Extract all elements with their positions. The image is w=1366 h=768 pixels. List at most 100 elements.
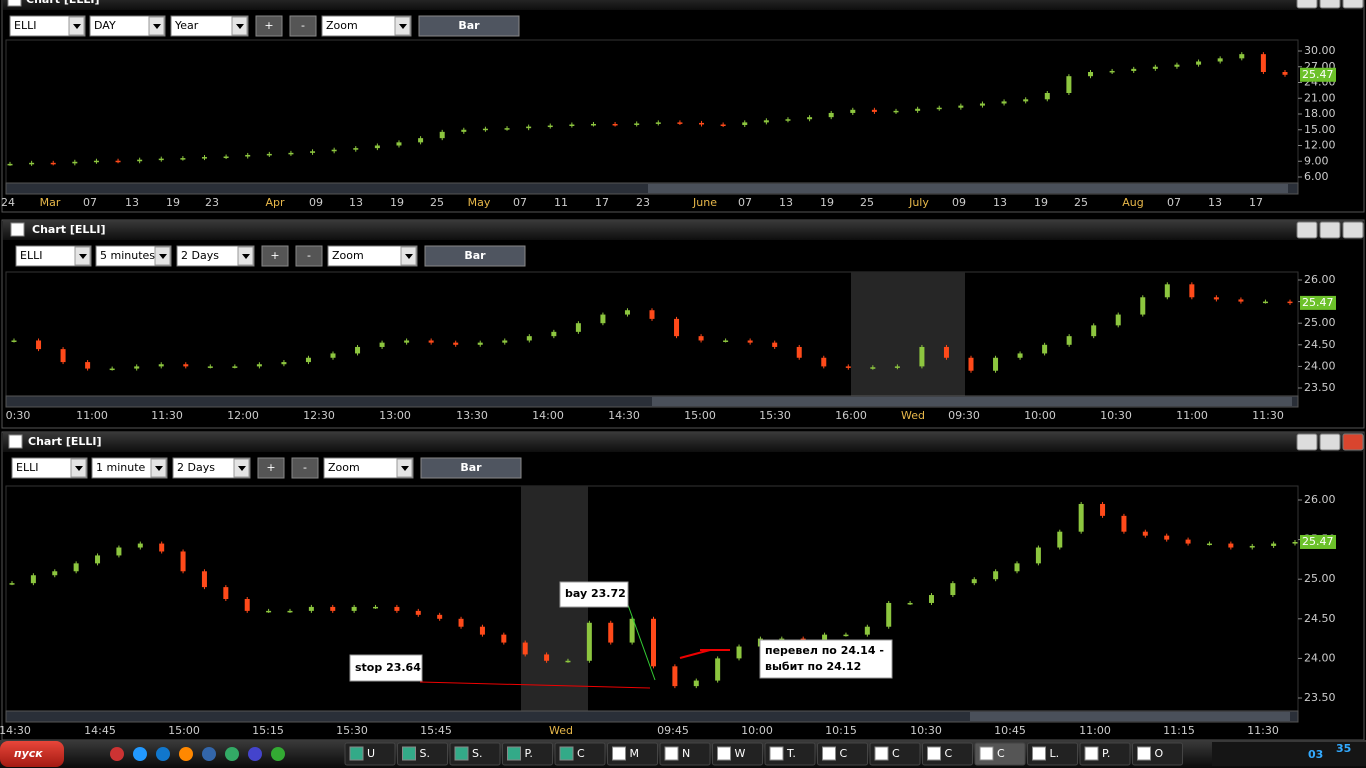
taskbar-item-icon [664,746,679,761]
candle [1271,543,1277,546]
zoom-select-text: Zoom [326,19,358,32]
candle [871,109,877,112]
quick-launch-icon[interactable] [110,747,124,761]
candle [894,366,900,368]
zoom-out-button[interactable] [289,15,317,37]
maximize-button[interactable] [1319,221,1341,239]
x-tick-label: 15:30 [336,724,368,737]
candle [439,131,445,139]
zoom-out-button-label: - [301,19,305,32]
candle [785,119,791,121]
scrollbar-thumb[interactable] [652,397,1292,406]
quick-launch-icon[interactable] [133,747,147,761]
candle [116,547,122,556]
title-bar [3,220,1363,240]
quick-launch-icon[interactable] [271,747,285,761]
candle [1066,336,1072,345]
close-button[interactable] [1342,221,1364,239]
candle [396,142,402,146]
candle [1131,68,1137,71]
bar-button[interactable] [420,457,522,479]
candle [772,342,778,347]
maximize-button[interactable] [1319,0,1341,9]
candle [958,105,964,108]
bar-button[interactable] [424,245,526,267]
range-select[interactable] [172,457,251,479]
y-tick-label: 18.00 [1304,107,1336,120]
candle [351,606,357,611]
zoom-select[interactable] [323,457,414,479]
candle [11,340,17,342]
candle [565,660,571,663]
x-tick-label: 10:30 [910,724,942,737]
symbol-select[interactable] [11,457,88,479]
symbol-select[interactable] [15,245,92,267]
candle [137,543,143,548]
scrollbar-thumb[interactable] [970,712,1290,721]
candle [993,357,999,371]
scrollbar-thumb[interactable] [648,184,1288,193]
zoom-select[interactable] [327,245,418,267]
close-button[interactable] [1342,433,1364,451]
zoom-in-button[interactable] [257,457,285,479]
taskbar-item-icon [1032,746,1046,761]
candle [723,340,729,342]
app-icon [7,0,22,7]
candle [394,606,400,611]
quick-launch-icon[interactable] [248,747,262,761]
x-tick-label: 10:00 [741,724,773,737]
interval-select[interactable] [89,15,166,37]
taskbar-item-label: P. [525,747,533,760]
zoom-out-button[interactable] [291,457,319,479]
trade-note [759,639,893,679]
x-tick-label: May [468,196,491,209]
x-tick-label: 11:00 [76,409,108,422]
x-tick-label: 25 [860,196,874,209]
range-select[interactable] [170,15,249,37]
minimize-button[interactable] [1296,221,1318,239]
x-tick-label: 15:45 [420,724,452,737]
candle [453,342,459,345]
x-tick-label: 0:30 [6,409,31,422]
zoom-in-button[interactable] [255,15,283,37]
x-tick-label: 13 [1208,196,1222,209]
zoom-in-button[interactable] [261,245,289,267]
quick-launch-icon[interactable] [156,747,170,761]
quick-launch-icon[interactable] [202,747,216,761]
x-tick-label: 15:15 [252,724,284,737]
bar-button[interactable] [418,15,520,37]
quick-launch-icon[interactable] [225,747,239,761]
zoom-select-arrow-glyph [405,254,413,259]
maximize-button[interactable] [1319,433,1341,451]
y-tick-label: 24.00 [1304,651,1336,664]
symbol-select[interactable] [9,15,86,37]
candle [522,642,528,655]
zoom-out-button[interactable] [295,245,323,267]
candle [979,103,985,106]
x-tick-label: Wed [549,724,573,737]
candle [134,366,140,369]
interval-select[interactable] [91,457,168,479]
zoom-select[interactable] [321,15,412,37]
close-button[interactable] [1342,0,1364,9]
minimize-button[interactable] [1296,0,1318,9]
candle [1109,70,1115,73]
interval-select[interactable] [95,245,172,267]
candle [29,162,35,165]
candle [1088,72,1094,77]
x-tick-label: 13:00 [379,409,411,422]
range-select[interactable] [176,245,255,267]
candle [1091,325,1097,337]
start-button[interactable] [0,741,64,767]
x-tick-label: 13 [779,196,793,209]
window-title: Chart [ELLI] [32,223,106,236]
x-tick-label: 19 [166,196,180,209]
candle [629,618,635,643]
y-tick-label: 9.00 [1304,154,1329,167]
minimize-button[interactable] [1296,433,1318,451]
candle [828,112,834,118]
plot-area [5,271,1299,397]
scrollbar[interactable] [5,710,1299,723]
quick-launch-icon[interactable] [179,747,193,761]
x-tick-label: 15:00 [684,409,716,422]
